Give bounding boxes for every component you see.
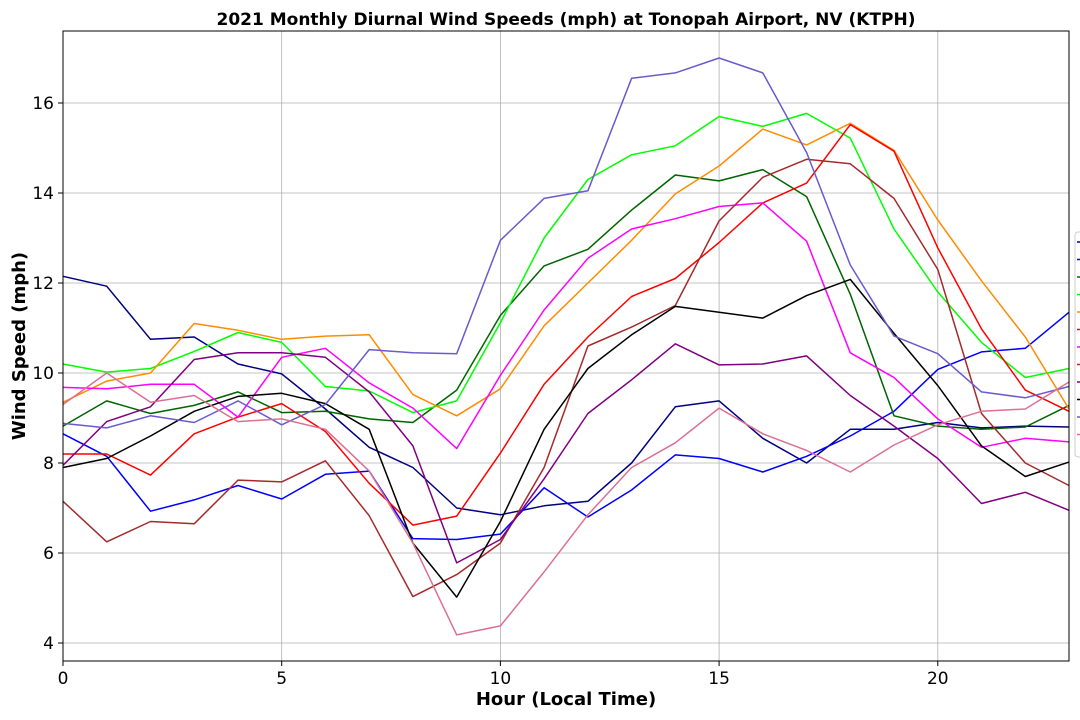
x-tick-label: 15 (708, 669, 730, 689)
x-axis-ticks: 0 5 10 15 20 (58, 661, 949, 689)
y-axis-ticks: 4 6 8 10 12 14 16 (32, 94, 63, 654)
y-tick-label: 14 (32, 184, 54, 204)
grid-lines (62, 31, 1069, 661)
y-tick-label: 10 (32, 364, 54, 384)
series-line-1 (62, 275, 1070, 516)
series-line-6 (63, 123, 1070, 526)
series-line-7 (62, 202, 1070, 450)
chart-title: 2021 Monthly Diurnal Wind Speeds (mph) a… (216, 10, 915, 30)
y-tick-label: 16 (32, 94, 54, 114)
x-tick-label: 10 (490, 669, 512, 689)
x-tick-label: 0 (58, 669, 69, 689)
y-tick-label: 6 (43, 544, 54, 564)
series-lines (62, 57, 1070, 636)
x-tick-label: 20 (927, 669, 949, 689)
legend-clipped (1074, 231, 1080, 458)
series-line-3 (62, 168, 1070, 431)
legend-box (1074, 231, 1080, 458)
series-line-4 (62, 112, 1070, 414)
plot-frame (62, 30, 1070, 662)
x-tick-label: 5 (276, 669, 287, 689)
y-tick-label: 4 (43, 634, 54, 654)
series-line-12 (62, 372, 1070, 636)
series-line-11 (62, 57, 1070, 429)
series-line-5 (62, 122, 1070, 417)
series-line-10 (62, 278, 1070, 598)
series-line-8 (62, 158, 1070, 598)
x-axis-label: Hour (Local Time) (476, 689, 656, 710)
series-line-9 (62, 343, 1070, 564)
y-tick-label: 12 (32, 274, 54, 294)
y-axis-label: Wind Speed (mph) (9, 252, 30, 440)
y-tick-label: 8 (43, 454, 54, 474)
